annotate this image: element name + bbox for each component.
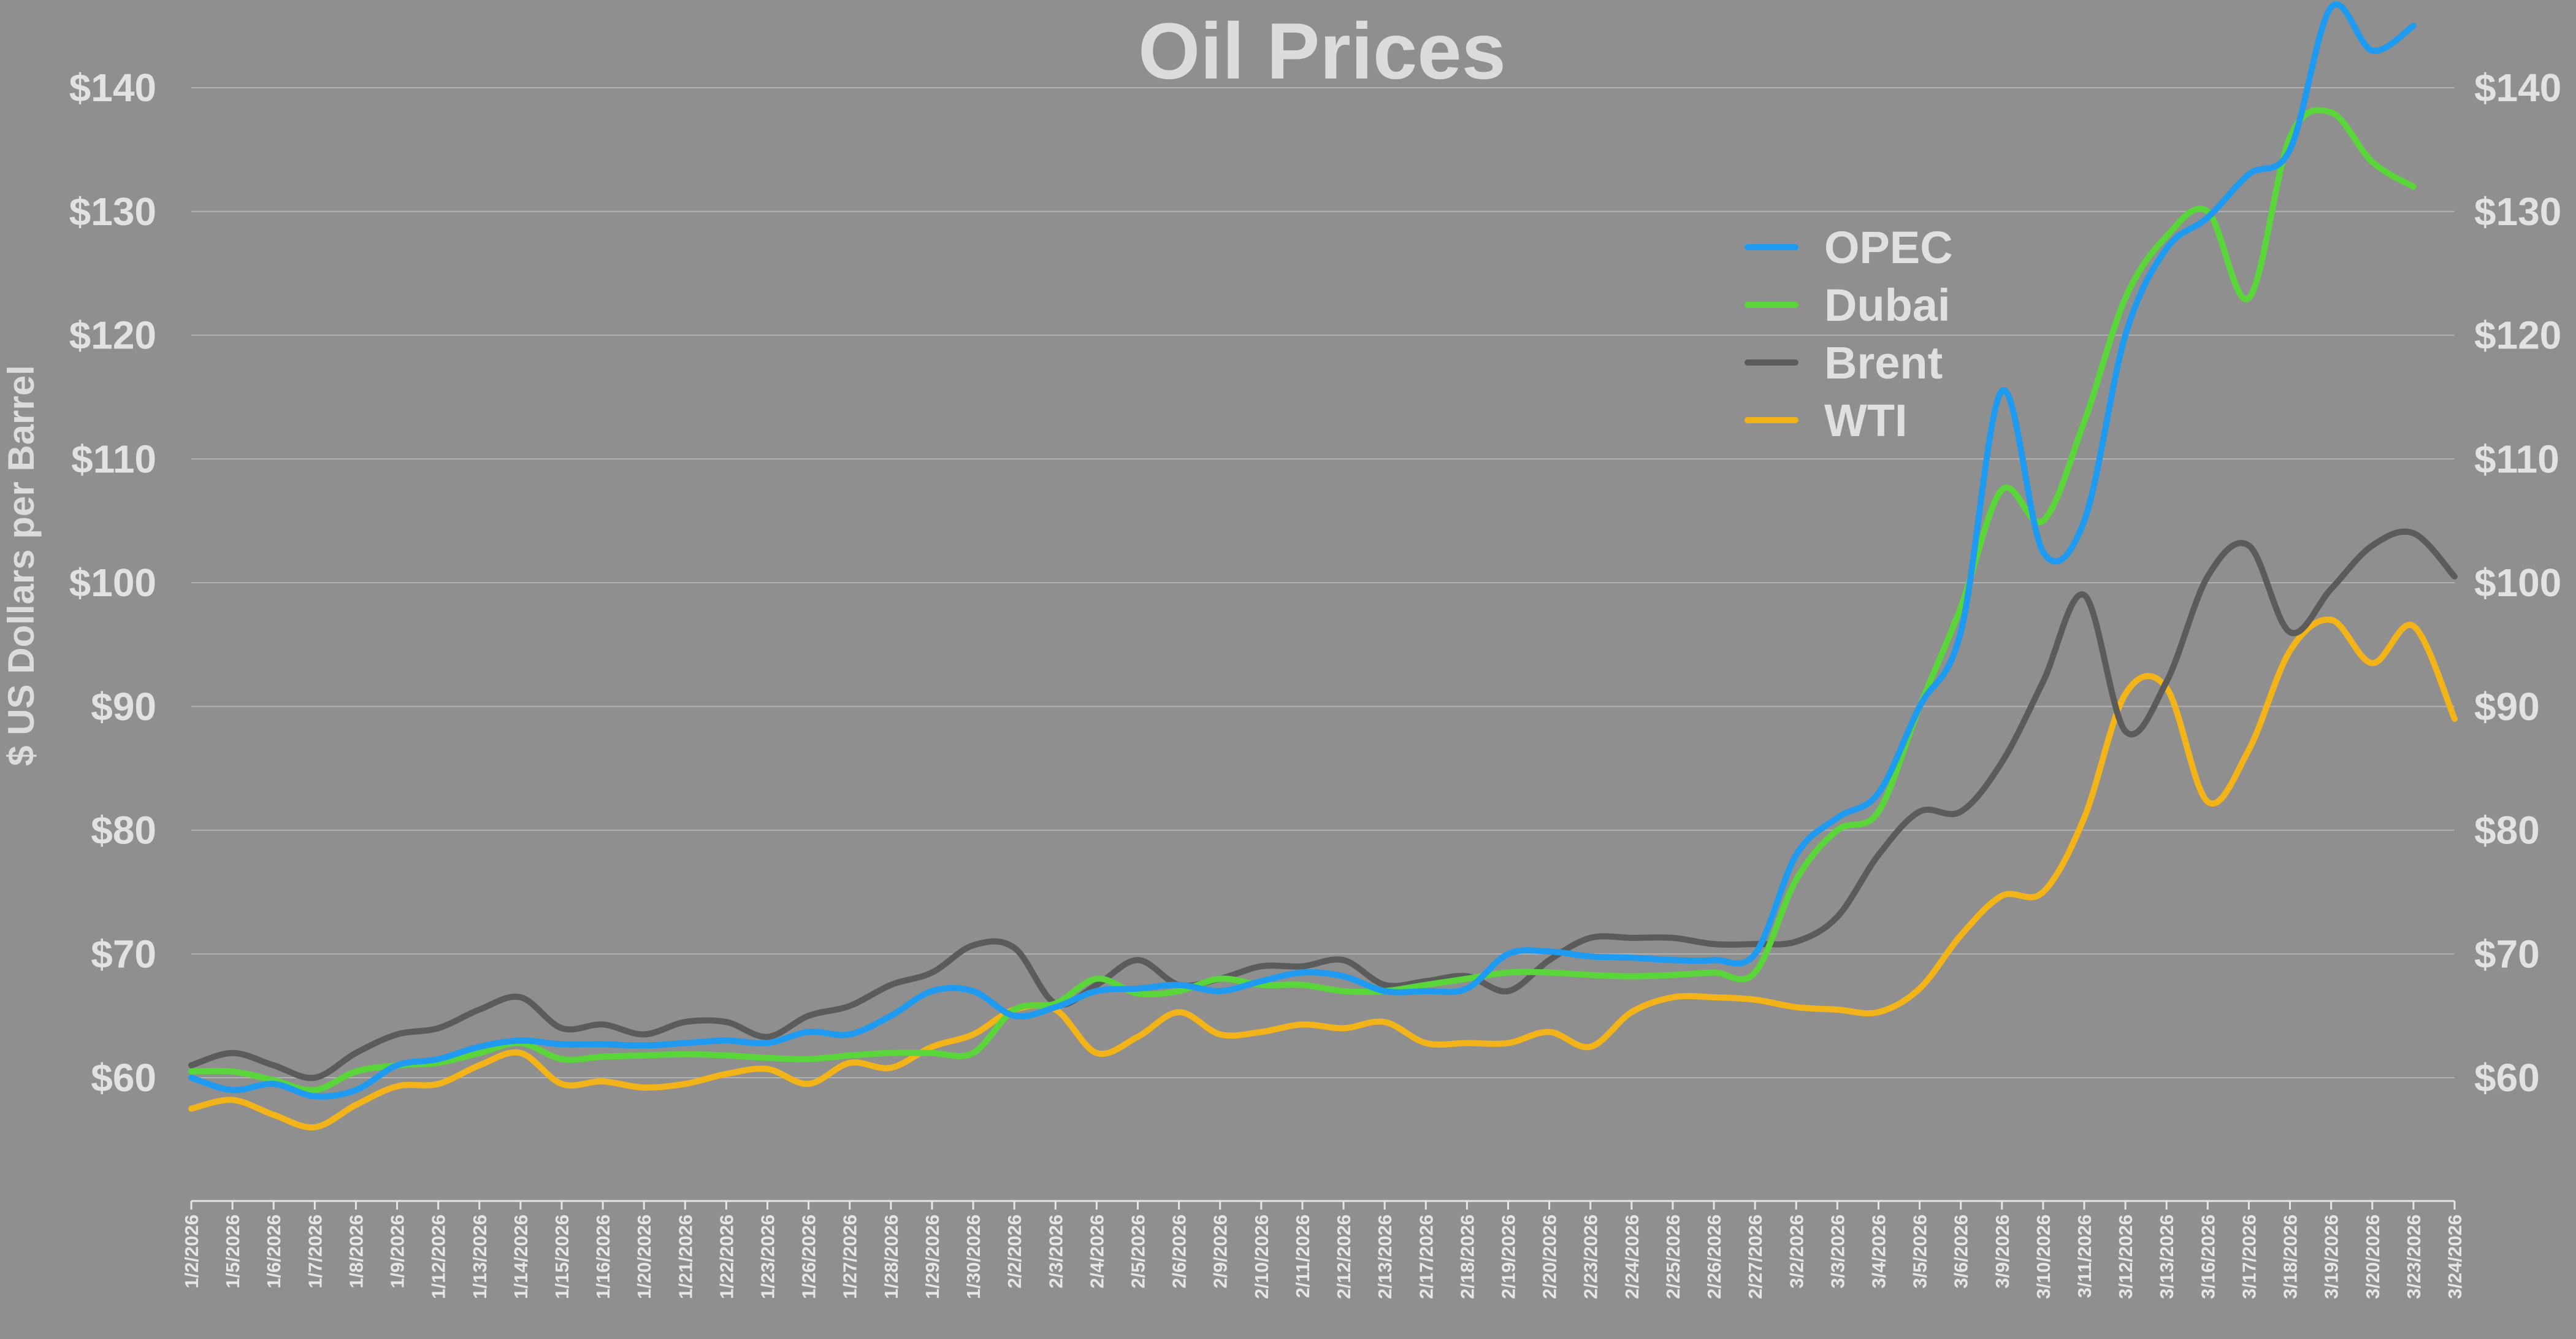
x-tick-label: 3/2/2026 — [1786, 1214, 1807, 1289]
x-tick-label: 1/16/2026 — [592, 1214, 614, 1299]
y-tick-label-right: $140 — [2474, 66, 2561, 110]
x-tick-label: 3/17/2026 — [2238, 1214, 2260, 1299]
axis-labels: $60 $60 $70 $70 $80 $80 $90 $90 $100 $100 $110 $110… — [69, 66, 2562, 1299]
x-tick-label: 2/10/2026 — [1251, 1214, 1272, 1299]
x-tick-label: 1/8/2026 — [345, 1214, 367, 1289]
chart-title: Oil Prices — [1138, 6, 1506, 96]
y-tick-label-right: $110 — [2474, 437, 2559, 481]
x-tick-label: 2/3/2026 — [1045, 1214, 1066, 1289]
x-tick-label: 1/6/2026 — [263, 1214, 285, 1289]
y-axis-title: $ US Dollars per Barrel — [1, 365, 42, 766]
series-line-wti — [188, 616, 2458, 1130]
x-tick-label: 1/30/2026 — [963, 1214, 984, 1299]
x-tick-label: 3/9/2026 — [1992, 1214, 2013, 1289]
x-tick-label: 2/25/2026 — [1662, 1214, 1684, 1299]
y-tick-label-left: $60 — [91, 1056, 156, 1100]
x-tick-label: 2/2/2026 — [1004, 1214, 1025, 1289]
x-tick-label: 3/16/2026 — [2197, 1214, 2219, 1299]
y-tick-label-left: $140 — [69, 66, 156, 110]
x-tick-label: 3/18/2026 — [2280, 1214, 2301, 1299]
x-tick-label: 3/24/2026 — [2444, 1214, 2466, 1299]
y-tick-label-right: $70 — [2474, 932, 2540, 976]
y-tick-label-right: $90 — [2474, 685, 2540, 729]
series-lines — [188, 1, 2458, 1130]
x-tick-label: 2/4/2026 — [1086, 1214, 1107, 1289]
x-tick-label: 3/13/2026 — [2156, 1214, 2177, 1299]
x-tick-label: 3/20/2026 — [2362, 1214, 2383, 1299]
y-tick-label-right: $80 — [2474, 808, 2540, 853]
x-tick-label: 3/11/2026 — [2074, 1214, 2095, 1298]
legend-label-opec: OPEC — [1824, 222, 1953, 273]
x-tick-label: 1/23/2026 — [757, 1214, 779, 1299]
y-tick-label-right: $130 — [2474, 190, 2561, 234]
x-tick-label: 1/7/2026 — [304, 1214, 326, 1289]
x-tick-label: 3/12/2026 — [2115, 1214, 2136, 1299]
series-line-opec — [188, 1, 2417, 1100]
y-tick-label-right: $120 — [2474, 313, 2561, 358]
x-tick-label: 3/19/2026 — [2321, 1214, 2342, 1299]
x-tick-label: 2/24/2026 — [1621, 1214, 1643, 1299]
x-tick-label: 1/29/2026 — [922, 1214, 943, 1299]
x-tick-label: 2/19/2026 — [1497, 1214, 1519, 1299]
x-tick-label: 2/26/2026 — [1703, 1214, 1725, 1299]
legend: OPEC Dubai Brent WTI — [1745, 222, 1953, 446]
x-tick-label: 3/4/2026 — [1868, 1214, 1889, 1289]
y-tick-label-right: $100 — [2474, 561, 2561, 605]
y-tick-label-left: $110 — [71, 437, 156, 481]
x-tick-label: 2/23/2026 — [1580, 1214, 1602, 1299]
x-tick-label: 1/28/2026 — [881, 1214, 902, 1299]
series-line-dubai — [188, 107, 2417, 1094]
x-tick-label: 1/14/2026 — [510, 1214, 532, 1299]
y-tick-label-left: $70 — [91, 932, 156, 976]
legend-label-dubai: Dubai — [1824, 280, 1951, 331]
y-tick-label-left: $120 — [69, 313, 156, 358]
y-tick-label-left: $130 — [69, 190, 156, 234]
legend-label-brent: Brent — [1824, 337, 1943, 388]
y-tick-label-left: $80 — [91, 808, 156, 853]
x-tick-label: 2/20/2026 — [1539, 1214, 1561, 1299]
x-tick-label: 1/5/2026 — [222, 1214, 243, 1289]
x-tick-label: 1/27/2026 — [839, 1214, 861, 1299]
x-tick-label: 1/12/2026 — [428, 1214, 449, 1299]
x-tick-label: 1/20/2026 — [633, 1214, 655, 1299]
x-tick-label: 2/17/2026 — [1415, 1214, 1437, 1299]
x-tick-label: 2/5/2026 — [1128, 1214, 1149, 1289]
x-tick-label: 3/6/2026 — [1951, 1214, 1972, 1289]
gridlines — [191, 87, 2455, 1078]
series-line-brent — [188, 528, 2458, 1081]
x-tick-label: 3/5/2026 — [1909, 1214, 1931, 1289]
axes — [190, 1200, 2456, 1210]
x-tick-label: 2/12/2026 — [1333, 1214, 1355, 1299]
x-tick-label: 2/9/2026 — [1210, 1214, 1231, 1289]
y-tick-label-right: $60 — [2474, 1056, 2540, 1100]
x-tick-label: 2/13/2026 — [1374, 1214, 1396, 1299]
x-tick-label: 1/21/2026 — [675, 1214, 696, 1299]
x-tick-label: 1/2/2026 — [181, 1214, 202, 1289]
y-tick-label-left: $90 — [91, 685, 156, 729]
x-tick-label: 3/10/2026 — [2033, 1214, 2054, 1299]
legend-label-wti: WTI — [1824, 395, 1908, 446]
x-tick-label: 1/15/2026 — [551, 1214, 573, 1299]
x-tick-label: 3/3/2026 — [1827, 1214, 1848, 1289]
x-tick-label: 2/18/2026 — [1456, 1214, 1478, 1299]
y-tick-label-left: $100 — [69, 561, 156, 605]
x-tick-label: 3/23/2026 — [2403, 1214, 2425, 1299]
x-tick-label: 2/27/2026 — [1745, 1214, 1766, 1299]
x-tick-label: 1/9/2026 — [387, 1214, 408, 1289]
x-tick-label: 2/6/2026 — [1169, 1214, 1190, 1289]
x-tick-label: 2/11/2026 — [1292, 1214, 1313, 1298]
x-tick-label: 1/26/2026 — [798, 1214, 820, 1299]
x-tick-label: 1/13/2026 — [469, 1214, 491, 1299]
x-tick-label: 1/22/2026 — [716, 1214, 737, 1299]
